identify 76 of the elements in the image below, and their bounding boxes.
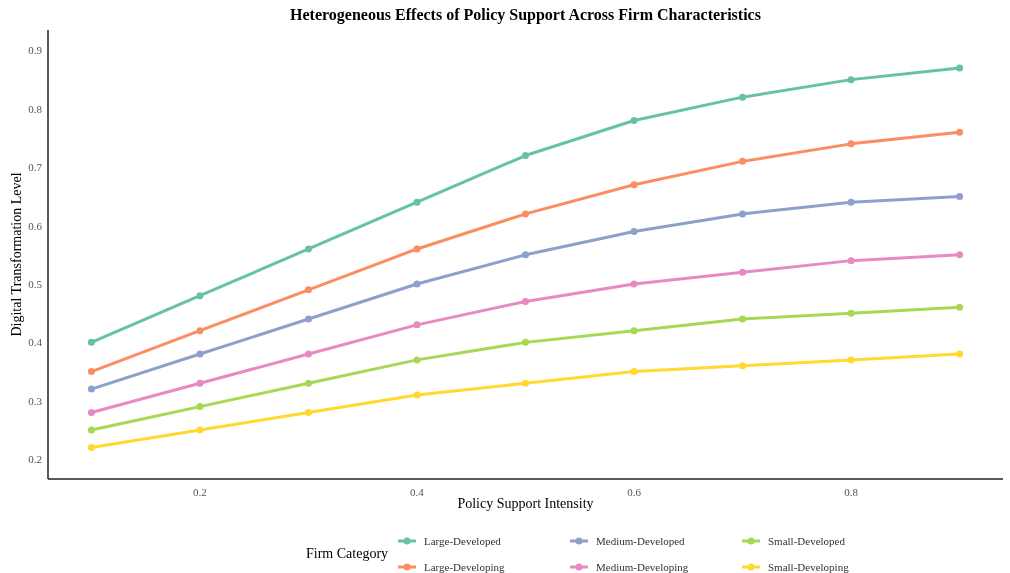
point xyxy=(956,192,964,200)
y-axis-title: Digital Transformation Level xyxy=(9,172,24,337)
point xyxy=(522,338,529,346)
point xyxy=(413,356,421,364)
point xyxy=(847,76,855,84)
legend-label: Large-Developing xyxy=(424,561,505,573)
point xyxy=(196,327,204,335)
point xyxy=(304,245,312,253)
point xyxy=(956,350,964,358)
point xyxy=(956,64,964,72)
y-tick-label: 0.2 xyxy=(28,453,42,466)
point xyxy=(304,379,312,387)
y-tick-label: 0.6 xyxy=(28,219,43,232)
point xyxy=(630,117,638,124)
point xyxy=(739,157,747,165)
point xyxy=(847,198,855,206)
point xyxy=(739,210,747,218)
y-tick-label: 0.3 xyxy=(28,394,43,407)
point xyxy=(522,210,529,218)
x-tick-label: 0.4 xyxy=(410,486,425,498)
point xyxy=(413,198,421,206)
point xyxy=(956,128,964,136)
point xyxy=(304,350,312,358)
point xyxy=(413,321,421,329)
point xyxy=(87,426,95,434)
chart-title: Heterogeneous Effects of Policy Support Across Firm Characteristics xyxy=(290,6,761,24)
point xyxy=(630,227,638,235)
point xyxy=(956,303,964,311)
point xyxy=(739,268,747,276)
y-tick-label: 0.7 xyxy=(28,161,43,174)
point xyxy=(847,257,855,265)
point xyxy=(413,245,421,253)
point xyxy=(847,309,855,317)
x-axis-title: Policy Support Intensity xyxy=(457,496,594,511)
point xyxy=(196,379,204,387)
point xyxy=(413,280,421,288)
point xyxy=(87,338,95,346)
x-tick-label: 0.2 xyxy=(193,486,207,498)
point xyxy=(87,385,95,393)
point xyxy=(304,286,312,294)
point xyxy=(739,362,747,370)
y-tick-label: 0.8 xyxy=(28,102,43,115)
y-tick-label: 0.9 xyxy=(28,44,43,57)
x-tick-label: 0.8 xyxy=(844,486,859,498)
point xyxy=(522,379,529,387)
point xyxy=(847,140,855,148)
point xyxy=(630,368,638,376)
point xyxy=(87,443,95,451)
point xyxy=(196,292,204,300)
y-tick-label: 0.5 xyxy=(28,277,43,290)
point xyxy=(956,251,964,259)
point xyxy=(196,426,204,434)
point xyxy=(196,350,204,358)
legend-title: Firm Category xyxy=(306,546,389,561)
point xyxy=(87,408,95,416)
legend-label: Small-Developed xyxy=(768,535,846,547)
legend-label: Large-Developed xyxy=(424,535,502,547)
point xyxy=(739,93,747,101)
point xyxy=(196,403,204,411)
legend-label: Medium-Developing xyxy=(596,561,689,573)
point xyxy=(304,408,312,416)
point xyxy=(630,280,638,288)
point xyxy=(304,315,312,323)
point xyxy=(522,152,529,160)
point xyxy=(739,315,747,323)
legend-label: Medium-Developed xyxy=(596,535,686,547)
point xyxy=(522,251,529,259)
point xyxy=(522,298,529,305)
point xyxy=(413,391,421,399)
point xyxy=(847,356,855,364)
point xyxy=(87,368,95,376)
x-tick-label: 0.6 xyxy=(627,486,642,498)
y-tick-label: 0.4 xyxy=(28,336,43,349)
legend-label: Small-Developing xyxy=(768,561,850,573)
point xyxy=(630,181,638,189)
point xyxy=(630,327,638,335)
